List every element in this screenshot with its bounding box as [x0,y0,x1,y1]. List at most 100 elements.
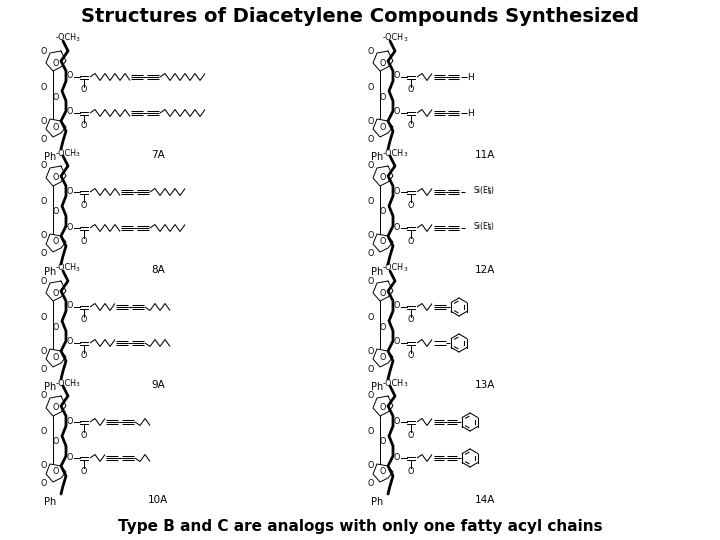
Text: O: O [41,117,48,125]
Text: O: O [368,347,374,355]
Text: O: O [81,122,87,131]
Text: O: O [41,249,48,259]
Text: O: O [41,161,48,171]
Text: O: O [53,322,59,332]
Text: O: O [81,467,87,476]
Text: O: O [368,161,374,171]
Text: -OCH: -OCH [56,148,77,158]
Text: O: O [41,392,48,401]
Text: O: O [394,222,400,232]
Text: O: O [408,122,414,131]
Text: 11A: 11A [474,150,495,160]
Text: 3: 3 [76,267,80,272]
Text: O: O [380,437,386,447]
Text: O: O [394,416,400,426]
Text: O: O [41,347,48,355]
Text: H: H [467,72,473,82]
Text: O: O [380,468,386,476]
Text: O: O [408,430,414,440]
Text: Si(Et): Si(Et) [473,222,494,232]
Text: O: O [67,338,73,347]
Text: O: O [53,58,59,68]
Text: -OCH: -OCH [383,148,404,158]
Text: Ph: Ph [44,152,56,162]
Text: O: O [368,249,374,259]
Text: 3: 3 [76,382,80,387]
Text: O: O [380,353,386,361]
Text: O: O [53,207,59,217]
Text: O: O [368,83,374,91]
Text: -OCH: -OCH [56,379,77,388]
Text: Si(Et): Si(Et) [473,186,494,195]
Text: Ph: Ph [44,497,56,507]
Text: 3: 3 [403,152,407,157]
Text: O: O [67,453,73,462]
Text: O: O [380,123,386,132]
Text: O: O [67,186,73,195]
Text: Ph: Ph [44,267,56,277]
Text: O: O [41,313,48,321]
Text: O: O [81,430,87,440]
Text: O: O [408,85,414,94]
Text: O: O [380,58,386,68]
Text: O: O [380,288,386,298]
Text: O: O [81,85,87,94]
Text: 7A: 7A [151,150,165,160]
Text: Ph: Ph [371,497,383,507]
Text: O: O [368,480,374,489]
Text: O: O [41,198,48,206]
Text: O: O [368,232,374,240]
Text: O: O [408,352,414,361]
Text: 3: 3 [403,37,407,42]
Text: O: O [408,237,414,246]
Text: 3: 3 [488,226,492,231]
Text: H: H [467,109,473,118]
Text: O: O [368,428,374,436]
Text: O: O [368,46,374,56]
Text: 9A: 9A [151,380,165,390]
Text: O: O [368,117,374,125]
Text: O: O [53,288,59,298]
Text: O: O [53,92,59,102]
Text: 13A: 13A [474,380,495,390]
Text: O: O [67,107,73,117]
Text: O: O [380,92,386,102]
Text: Type B and C are analogs with only one fatty acyl chains: Type B and C are analogs with only one f… [117,519,603,535]
Text: O: O [41,83,48,91]
Text: O: O [67,416,73,426]
Text: O: O [380,207,386,217]
Text: O: O [67,71,73,80]
Text: O: O [380,238,386,246]
Text: 3: 3 [488,190,492,195]
Text: O: O [53,437,59,447]
Text: O: O [41,364,48,374]
Text: O: O [394,338,400,347]
Text: O: O [394,71,400,80]
Text: O: O [41,428,48,436]
Text: O: O [380,173,386,183]
Text: 3: 3 [403,267,407,272]
Text: O: O [53,468,59,476]
Text: O: O [53,403,59,413]
Text: O: O [53,353,59,361]
Text: -OCH: -OCH [383,264,404,273]
Text: O: O [394,301,400,310]
Text: Ph: Ph [371,152,383,162]
Text: O: O [41,276,48,286]
Text: O: O [67,222,73,232]
Text: O: O [81,352,87,361]
Text: O: O [394,453,400,462]
Text: O: O [394,186,400,195]
Text: O: O [368,364,374,374]
Text: O: O [368,276,374,286]
Text: 12A: 12A [474,265,495,275]
Text: 3: 3 [403,382,407,387]
Text: Ph: Ph [44,382,56,392]
Text: -OCH: -OCH [383,379,404,388]
Text: 10A: 10A [148,495,168,505]
Text: 14A: 14A [474,495,495,505]
Text: O: O [380,322,386,332]
Text: O: O [368,392,374,401]
Text: 8A: 8A [151,265,165,275]
Text: -OCH: -OCH [56,264,77,273]
